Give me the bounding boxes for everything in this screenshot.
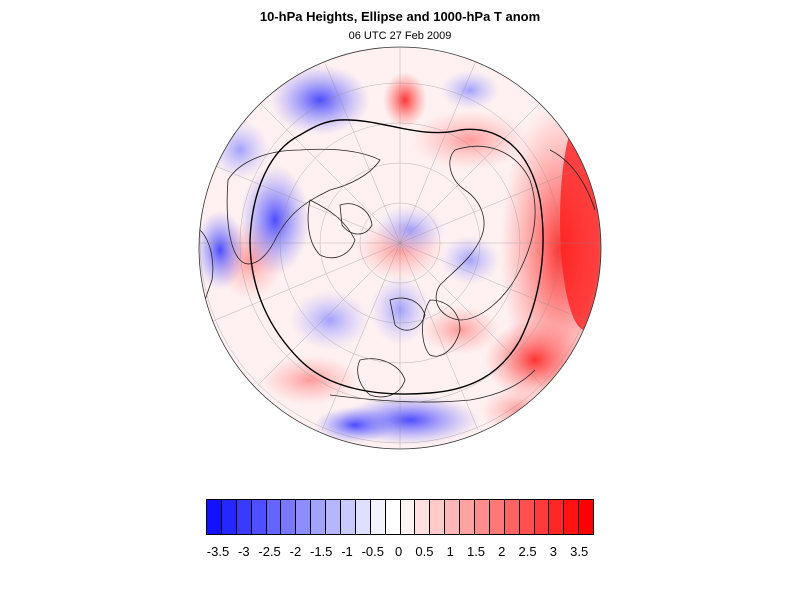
colorbar-cell	[341, 500, 356, 534]
colorbar-cell	[326, 500, 342, 534]
colorbar-cell	[579, 500, 594, 534]
figure-subtitle: 06 UTC 27 Feb 2009	[348, 30, 452, 42]
colorbar-tick-label: 0.5	[415, 544, 434, 559]
colorbar-tick-label: -2.5	[258, 544, 281, 559]
colorbar-cell	[281, 500, 297, 534]
colorbar-tick-label: -1.5	[309, 544, 333, 559]
colorbar-tick-label: 0	[394, 544, 403, 559]
colorbar-cell	[355, 500, 371, 534]
colorbar-tick-label: 3.5	[570, 544, 589, 559]
graticule	[199, 47, 601, 449]
colorbar-cell	[221, 500, 237, 534]
colorbar-cell	[564, 500, 580, 534]
colorbar-tick-label: 3	[549, 544, 558, 559]
colorbar-cell	[430, 500, 446, 534]
temperature-anomaly-field	[199, 47, 601, 449]
colorbar-cell	[266, 500, 282, 534]
colorbar-cell	[415, 500, 431, 534]
colorbar-tick-label: -3.5	[206, 544, 230, 559]
colorbar-tick-label: -3	[238, 544, 250, 559]
colorbar-cell	[236, 500, 252, 534]
colorbar-tick-label: 2	[498, 544, 506, 559]
colorbar-cell	[475, 500, 490, 534]
colorbar-cell	[296, 500, 312, 534]
colorbar-tick-label: 1.5	[466, 544, 486, 559]
globe-outline	[198, 46, 602, 450]
colorbar-cell	[311, 500, 327, 534]
colorbar-cell	[519, 500, 535, 534]
colorbar-tick-label: 2.5	[518, 544, 537, 559]
colorbar-cell	[489, 500, 505, 534]
colorbar-cell	[504, 500, 520, 534]
colorbar-cell	[207, 500, 222, 534]
colorbar-cell	[445, 500, 461, 534]
vortex-ellipse	[249, 119, 544, 395]
colorbar-tick-label: 1	[446, 544, 454, 559]
colorbar-cell	[370, 500, 386, 534]
colorbar-cell	[385, 500, 401, 534]
colorbar-cell	[549, 500, 565, 534]
colorbar-tick-label: -0.5	[361, 544, 384, 559]
colorbar-tick-labels: -3.5 -3 -2.5 -2 -1.5 -1 -0.5 0 0.5 1 1.5 2 2.5 3 3.5	[0, 544, 800, 560]
figure-title: 10-hPa Heights, Ellipse and 1000-hPa T a…	[259, 9, 541, 24]
colorbar-tick-label: -1	[341, 544, 353, 559]
colorbar-cell	[251, 500, 267, 534]
colorbar-cell	[534, 500, 550, 534]
colorbar	[206, 499, 594, 535]
colorbar-cell	[400, 500, 416, 534]
colorbar-tick-label: -2	[289, 544, 302, 559]
colorbar-cell	[460, 500, 476, 534]
